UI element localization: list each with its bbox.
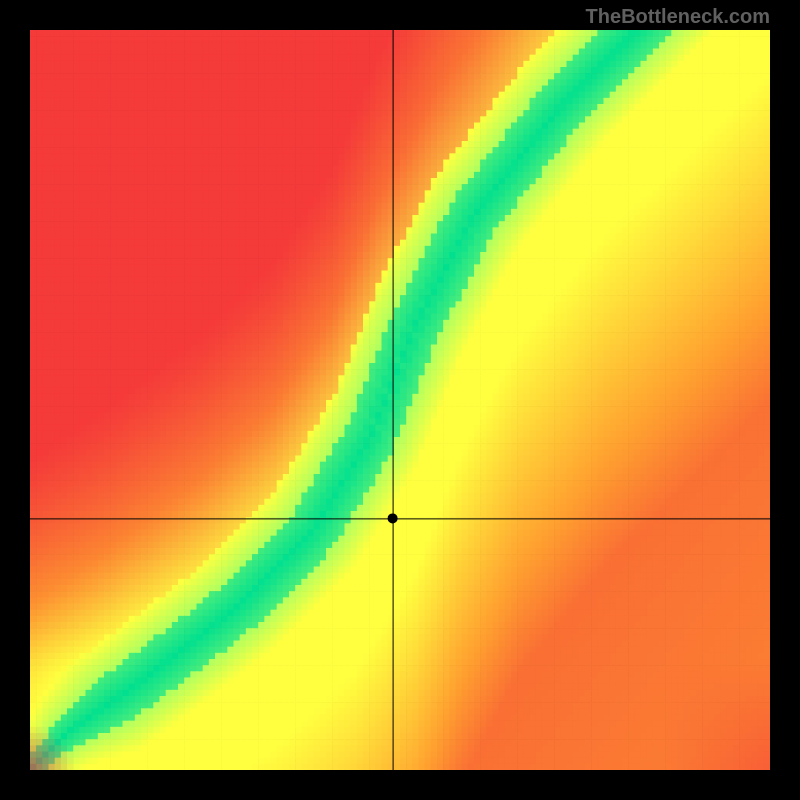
- watermark-text: TheBottleneck.com: [586, 6, 770, 29]
- heatmap-canvas: [30, 30, 770, 770]
- heatmap-chart: [30, 30, 770, 770]
